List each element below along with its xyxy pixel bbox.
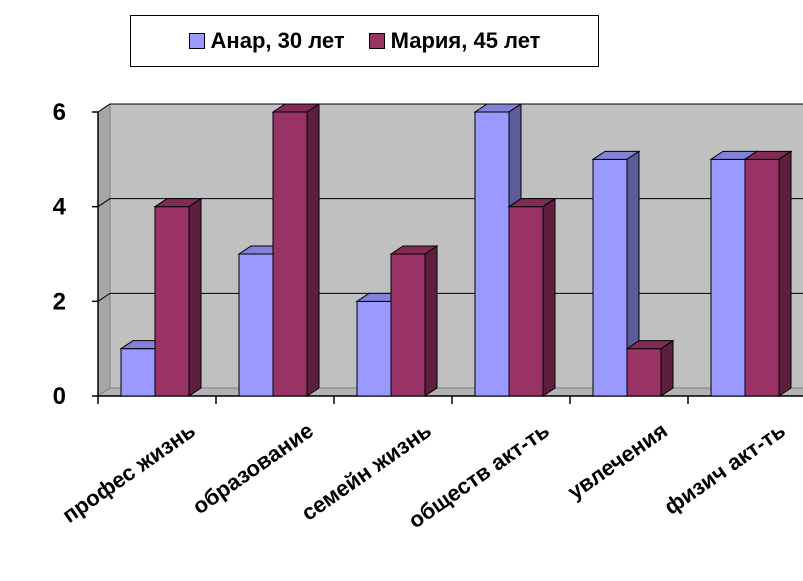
bar-front <box>744 158 780 397</box>
bar <box>591 150 641 397</box>
bar-front <box>356 300 392 397</box>
bar <box>389 245 439 397</box>
bar-side <box>660 339 674 397</box>
bar <box>625 339 675 397</box>
legend-item-series-1: Анар, 30 лет <box>188 28 345 54</box>
legend-swatch-series-1 <box>188 33 205 49</box>
bar-side <box>188 197 202 397</box>
bar-front <box>710 158 746 397</box>
bar <box>153 197 203 397</box>
gridline <box>97 103 803 113</box>
plot-floor <box>96 387 803 397</box>
bar <box>271 103 321 397</box>
y-tick-label: 4 <box>53 194 67 221</box>
legend-swatch-series-2 <box>368 33 385 49</box>
bar-side <box>778 150 792 397</box>
y-tick-label: 0 <box>53 383 66 410</box>
x-category-label: увлечения <box>563 418 672 505</box>
plot-side-wall <box>97 103 111 397</box>
bar <box>507 197 557 397</box>
bar-front <box>474 111 510 397</box>
y-tick-label: 6 <box>53 99 66 126</box>
legend: Анар, 30 лет Мария, 45 лет <box>130 15 599 67</box>
bar-front <box>154 206 190 397</box>
y-tick-label: 2 <box>53 288 66 315</box>
legend-label-series-1: Анар, 30 лет <box>210 28 345 53</box>
bar-front <box>390 253 426 397</box>
bar-front <box>626 348 662 397</box>
gridline <box>97 198 803 208</box>
legend-item-series-2: Мария, 45 лет <box>368 28 541 54</box>
bar-side <box>306 103 320 397</box>
bar-front <box>272 111 308 397</box>
bar-side <box>424 245 438 397</box>
bar-front <box>238 253 274 397</box>
x-category-label: профес жизнь <box>57 418 199 528</box>
bar-side <box>542 197 556 397</box>
gridline <box>97 292 803 302</box>
bar <box>743 150 793 397</box>
bar-front <box>120 348 156 397</box>
legend-label-series-2: Мария, 45 лет <box>390 28 541 53</box>
bar-front <box>508 206 544 397</box>
x-category-label: физич акт-ть <box>659 418 789 520</box>
bar-front <box>592 158 628 397</box>
plot-back-wall <box>109 103 803 389</box>
